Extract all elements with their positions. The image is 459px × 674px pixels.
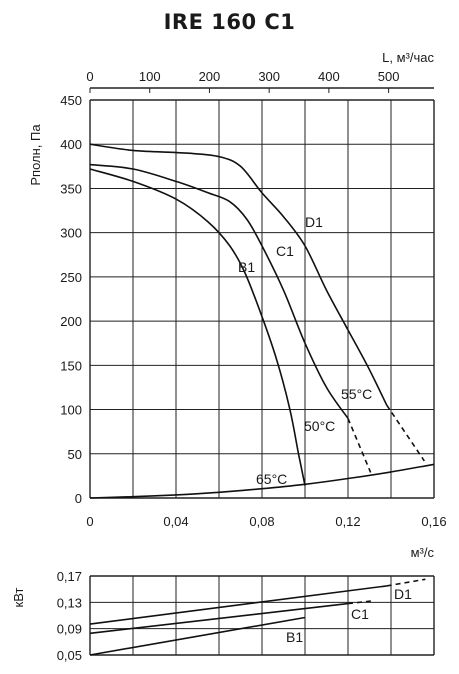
power-y-tick-label: 0,05 [57,648,82,663]
y-tick-label: 350 [60,181,82,196]
y-tick-label: 250 [60,270,82,285]
power-y-tick-label: 0,09 [57,622,82,637]
top-tick-label: 300 [258,69,280,84]
x-tick-label: 0,12 [335,514,360,529]
power-curve-c1-dashed [347,600,372,605]
curve-label: C1 [276,243,294,259]
curve-d1-dashed [386,404,425,462]
curve-c1-dashed [347,418,372,473]
top-tick-label: 200 [199,69,221,84]
main-labels: B1 C1 D1 65°C 50°C 55°C [238,214,372,487]
top-tick-label: 0 [86,69,93,84]
power-curve-c1 [89,602,349,635]
x-tick-label: 0,04 [163,514,188,529]
main-curves [89,143,435,499]
power-curve-d1-dashed [386,578,426,587]
power-curve-d1 [89,585,387,625]
x-tick-label: 0,08 [249,514,274,529]
power-grid: 0,17 0,13 0,09 0,05 кВт [11,569,435,663]
power-y-tick-label: 0,13 [57,595,82,610]
x-tick-label: 0,16 [421,514,446,529]
y-tick-label: 150 [60,358,82,373]
top-tick-label: 500 [378,69,400,84]
power-labels: B1 C1 D1 [286,586,412,645]
curve-label: 50°C [304,418,335,434]
y-tick-label: 50 [68,447,82,462]
y-tick-label: 200 [60,314,82,329]
curve-label: 55°C [341,386,372,402]
curve-label: 65°C [256,471,287,487]
curve-d1 [89,143,388,406]
y-tick-label: 450 [60,93,82,108]
power-curve-label: D1 [394,586,412,602]
x-tick-label: 0 [86,514,93,529]
curve-65c [89,463,435,499]
top-axis-label: L, м³/час [382,50,434,65]
power-curves [89,578,426,656]
curve-label: D1 [305,214,323,230]
curve-b1 [89,168,306,486]
x-axis-label: м³/с [411,545,435,560]
y-tick-label: 0 [75,491,82,506]
top-tick-label: 400 [318,69,340,84]
power-curve-b1 [89,616,306,656]
power-curve-label: B1 [286,629,303,645]
top-tick-label: 100 [139,69,161,84]
power-curve-label: C1 [351,606,369,622]
page-title: IRE 160 C1 [163,10,296,34]
curve-c1 [89,163,349,419]
y-axis-label: Pполн, Па [28,124,43,186]
y-tick-label: 100 [60,403,82,418]
main-axes: 0 50 100 150 200 250 300 350 400 450 0 0,04 0,08 0,12… [28,50,447,560]
main-grid [89,99,435,499]
y-tick-label: 400 [60,137,82,152]
curve-label: B1 [238,259,255,275]
power-y-tick-label: 0,17 [57,569,82,584]
power-y-axis-label: кВт [11,588,26,608]
y-tick-label: 300 [60,226,82,241]
